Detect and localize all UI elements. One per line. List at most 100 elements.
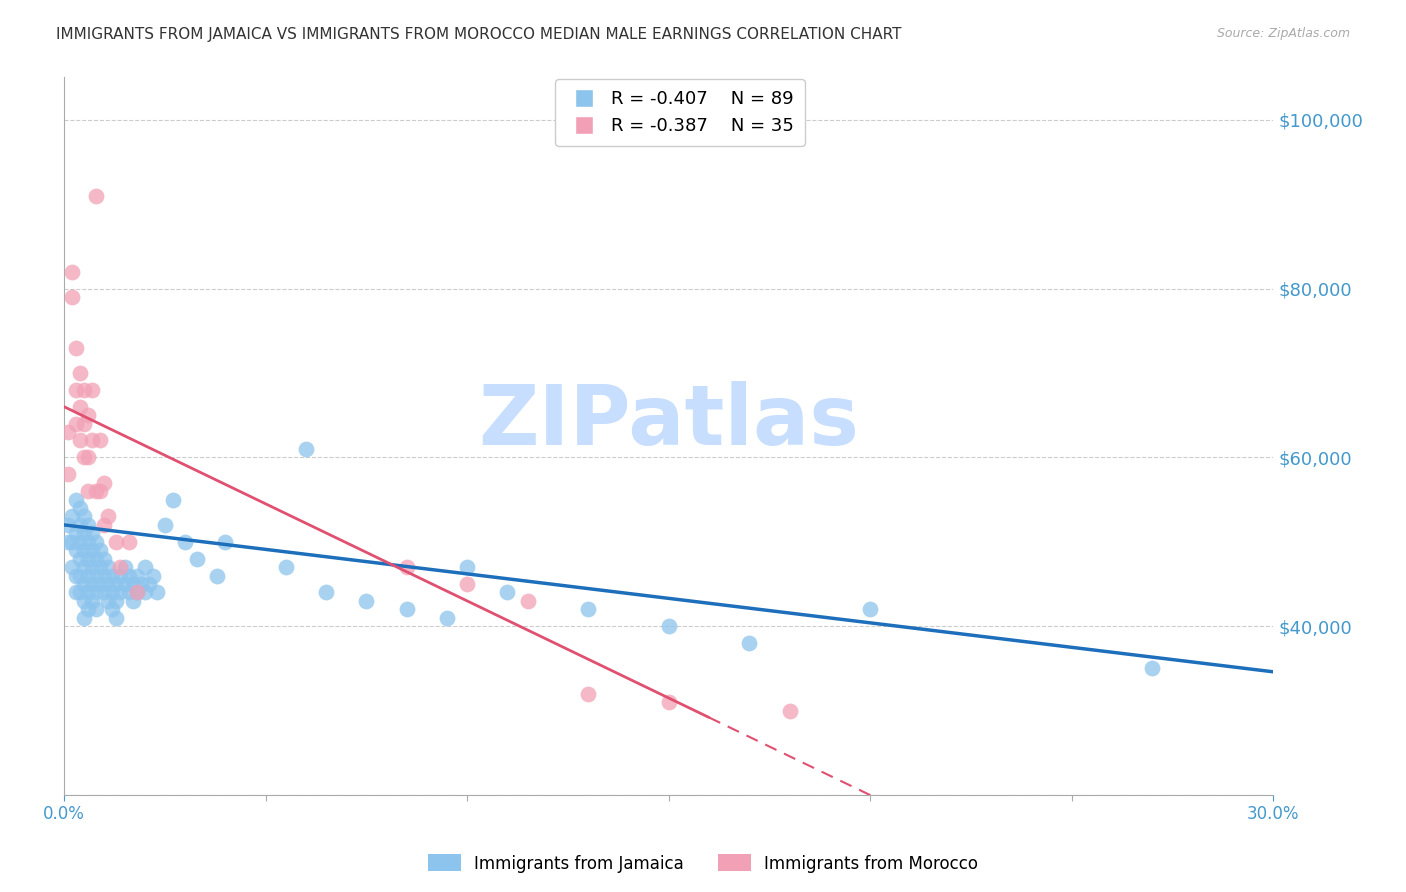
Point	[65, 492, 87, 507]
Point	[65, 526, 87, 541]
Point	[395, 560, 418, 574]
Point	[145, 585, 167, 599]
Point	[73, 417, 96, 431]
Point	[77, 602, 100, 616]
Text: Source: ZipAtlas.com: Source: ZipAtlas.com	[1216, 27, 1350, 40]
Point	[89, 434, 111, 448]
Point	[89, 484, 111, 499]
Point	[65, 341, 87, 355]
Point	[162, 492, 184, 507]
Point	[65, 383, 87, 397]
Point	[395, 602, 418, 616]
Point	[73, 450, 96, 465]
Point	[117, 534, 139, 549]
Point	[82, 594, 104, 608]
Point	[97, 560, 120, 574]
Point	[658, 695, 681, 709]
Point	[93, 568, 115, 582]
Point	[105, 577, 128, 591]
Point	[69, 501, 91, 516]
Point	[84, 188, 107, 202]
Point	[69, 534, 91, 549]
Point	[65, 417, 87, 431]
Point	[73, 577, 96, 591]
Point	[205, 568, 228, 582]
Point	[97, 509, 120, 524]
Point	[69, 400, 91, 414]
Point	[105, 534, 128, 549]
Point	[97, 577, 120, 591]
Point	[97, 594, 120, 608]
Point	[73, 594, 96, 608]
Text: IMMIGRANTS FROM JAMAICA VS IMMIGRANTS FROM MOROCCO MEDIAN MALE EARNINGS CORRELAT: IMMIGRANTS FROM JAMAICA VS IMMIGRANTS FR…	[56, 27, 901, 42]
Point	[117, 568, 139, 582]
Point	[114, 560, 136, 574]
Point	[117, 585, 139, 599]
Point	[56, 425, 79, 439]
Point	[93, 551, 115, 566]
Point	[69, 366, 91, 380]
Point	[125, 585, 148, 599]
Point	[84, 602, 107, 616]
Point	[65, 568, 87, 582]
Point	[60, 509, 83, 524]
Point	[174, 534, 197, 549]
Point	[658, 619, 681, 633]
Point	[186, 551, 208, 566]
Point	[73, 560, 96, 574]
Point	[73, 526, 96, 541]
Legend: R = -0.407    N = 89, R = -0.387    N = 35: R = -0.407 N = 89, R = -0.387 N = 35	[555, 79, 804, 146]
Legend: Immigrants from Jamaica, Immigrants from Morocco: Immigrants from Jamaica, Immigrants from…	[422, 847, 984, 880]
Point	[77, 450, 100, 465]
Point	[84, 551, 107, 566]
Point	[65, 585, 87, 599]
Point	[105, 594, 128, 608]
Point	[114, 577, 136, 591]
Point	[73, 543, 96, 558]
Point	[56, 517, 79, 532]
Point	[73, 383, 96, 397]
Point	[82, 577, 104, 591]
Point	[1142, 661, 1164, 675]
Point	[77, 551, 100, 566]
Point	[60, 534, 83, 549]
Point	[93, 585, 115, 599]
Point	[77, 408, 100, 422]
Point	[138, 577, 160, 591]
Point	[82, 543, 104, 558]
Point	[84, 585, 107, 599]
Point	[77, 534, 100, 549]
Point	[576, 602, 599, 616]
Point	[779, 704, 801, 718]
Point	[121, 594, 143, 608]
Point	[456, 560, 478, 574]
Point	[121, 577, 143, 591]
Point	[125, 568, 148, 582]
Point	[60, 290, 83, 304]
Point	[89, 560, 111, 574]
Point	[56, 467, 79, 482]
Point	[82, 434, 104, 448]
Point	[65, 543, 87, 558]
Point	[77, 484, 100, 499]
Point	[105, 611, 128, 625]
Point	[315, 585, 337, 599]
Point	[77, 585, 100, 599]
Point	[60, 265, 83, 279]
Point	[84, 534, 107, 549]
Point	[60, 560, 83, 574]
Point	[89, 577, 111, 591]
Point	[84, 568, 107, 582]
Point	[93, 517, 115, 532]
Point	[153, 517, 176, 532]
Point	[274, 560, 297, 574]
Point	[859, 602, 882, 616]
Point	[125, 585, 148, 599]
Point	[77, 517, 100, 532]
Point	[73, 611, 96, 625]
Point	[110, 585, 132, 599]
Point	[436, 611, 458, 625]
Point	[496, 585, 519, 599]
Point	[129, 577, 152, 591]
Point	[110, 560, 132, 574]
